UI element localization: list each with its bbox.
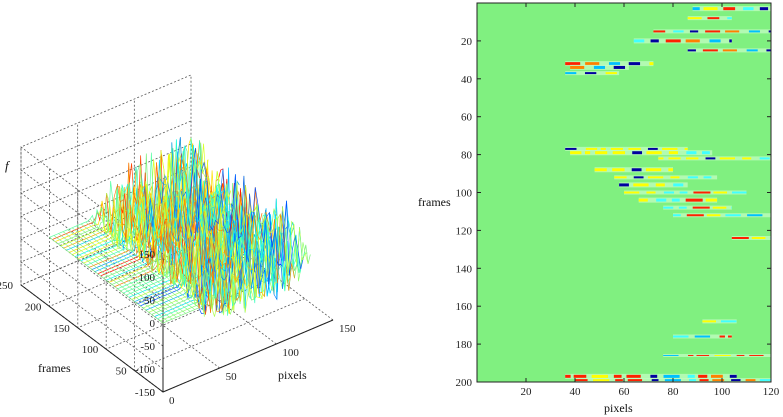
y-tick-label: 60 (461, 112, 473, 124)
z-tick-label: 0 (150, 318, 156, 330)
heatmap-features (565, 6, 771, 382)
surface-line (49, 237, 164, 324)
z-tick-label: -150 (135, 387, 156, 399)
y-tick-label: 0 (150, 387, 156, 399)
x-tick-label: 20 (521, 386, 533, 398)
axis-line (20, 284, 164, 393)
surface-line (62, 231, 177, 318)
x-tick-label: 100 (714, 386, 731, 398)
y-tick-label: 100 (456, 188, 473, 200)
surface-line (58, 233, 173, 320)
surface-line (67, 229, 182, 316)
surface-line (94, 211, 209, 306)
y-tick-label: 200 (456, 377, 473, 389)
grid-line (133, 99, 277, 345)
x-tick-label: 40 (570, 386, 582, 398)
grid-line (20, 74, 192, 255)
x-tick-label: 50 (226, 371, 238, 383)
y-tick-label: 140 (456, 263, 473, 275)
heatmap-y-ticks: 20 40 60 80 100 120 140 160 180 200 (456, 36, 771, 389)
z-tick-label: 50 (144, 295, 156, 307)
surface-line (80, 223, 195, 310)
x-tick-label: 120 (763, 386, 780, 398)
surface-plot: 150 100 50 0 -50 -100 -150 0 50 100 150 200 250 0 50… (0, 74, 356, 407)
surface-line (71, 227, 186, 314)
surface-line (176, 139, 291, 297)
y-tick-label: 100 (82, 344, 99, 356)
x-tick-label: 0 (169, 395, 175, 407)
x-axis-label: pixels (278, 368, 307, 382)
heatmap-plot: 20 40 60 80 100 120 140 160 180 200 20 40 60 80 100 12… (418, 2, 780, 415)
z-tick-label: 150 (139, 249, 156, 261)
surface-line (85, 221, 200, 308)
z-tick-label: -50 (140, 341, 155, 353)
z-tick-label: -100 (135, 364, 156, 376)
heatmap-x-ticks: 20 40 60 80 100 120 (521, 3, 780, 398)
y-tick-label: 200 (25, 301, 42, 313)
surface-line (103, 192, 218, 305)
z-tick-label: 100 (139, 272, 156, 284)
x-tick-label: 80 (668, 386, 680, 398)
axis-line (162, 319, 334, 393)
surface-line (139, 164, 254, 313)
surface-line (171, 137, 286, 301)
x-tick-label: 60 (619, 386, 631, 398)
x-tick-labels: 0 50 100 150 (169, 323, 356, 407)
y-tick-label: 20 (461, 36, 473, 48)
surface-line (53, 235, 168, 322)
z-tick-labels: 150 100 50 0 -50 -100 -150 (135, 249, 156, 399)
y-tick-label: 150 (53, 323, 70, 335)
surface-line (89, 218, 204, 307)
y-tick-label: 120 (456, 225, 473, 237)
y-tick-label: 80 (461, 150, 473, 162)
y-tick-label: 40 (461, 74, 473, 86)
y-tick-label: 250 (0, 280, 14, 292)
y-tick-label: 160 (456, 301, 473, 313)
x-tick-label: 150 (339, 323, 356, 335)
y-tick-labels: 0 50 100 150 200 250 (0, 280, 156, 399)
y-axis-label: frames (38, 361, 71, 375)
x-tick-label: 100 (282, 347, 299, 359)
surface-line (76, 225, 191, 312)
surface-line (148, 176, 264, 291)
grid-line (77, 123, 220, 369)
heatmap-y-axis-label: frames (418, 195, 451, 209)
surface-line (194, 157, 309, 273)
y-tick-label: 50 (116, 366, 128, 378)
surface-line (162, 153, 277, 299)
heatmap-x-axis-label: pixels (604, 401, 633, 415)
y-tick-label: 180 (456, 339, 473, 351)
surface-mesh (49, 137, 311, 324)
z-axis-label: f (5, 158, 11, 173)
